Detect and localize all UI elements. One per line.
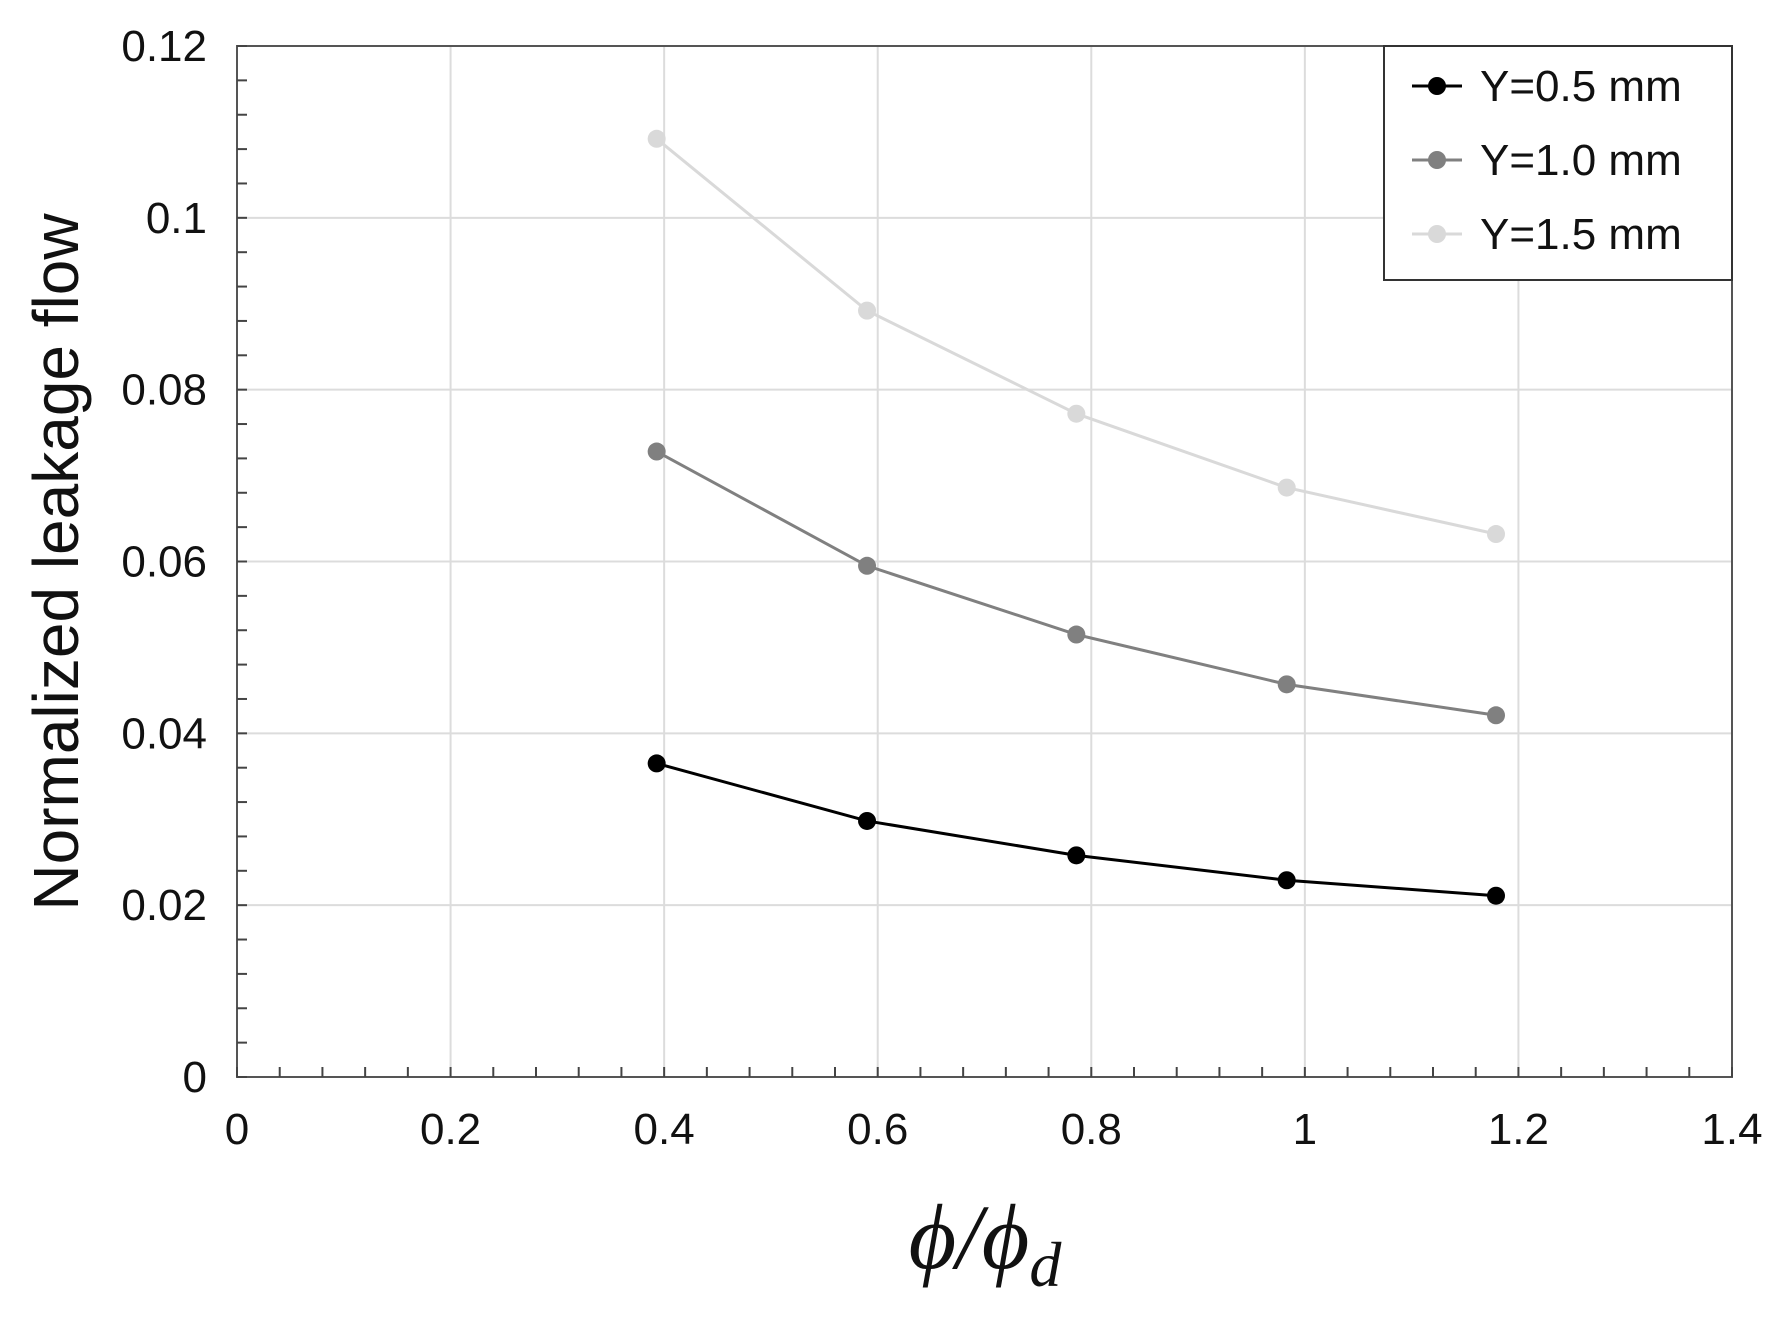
legend-swatch-marker-y-0-5-mm [1428, 77, 1446, 95]
x-axis-label: ϕ/ϕd [909, 1186, 1063, 1300]
data-point-y-0-5-mm [647, 754, 666, 773]
legend: Y=0.5 mm Y=1.0 mm Y=1.5 mm [1383, 45, 1733, 281]
x-tick-label: 1.4 [1701, 1105, 1762, 1154]
x-axis-label-subscript: d [1029, 1229, 1062, 1300]
legend-label-y-0-5-mm: Y=0.5 mm [1480, 62, 1682, 111]
series-line-y-1-0-mm [655, 450, 1497, 717]
data-point-y-1-5-mm [1277, 478, 1296, 497]
y-tick-label: 0.12 [121, 22, 207, 71]
y-tick-labels: 0 0.02 0.04 0.06 0.08 0.1 0.12 [121, 22, 207, 1102]
data-point-y-0-5-mm [1277, 871, 1296, 890]
data-point-y-1-0-mm [1067, 625, 1086, 644]
data-point-y-1-0-mm [647, 442, 666, 461]
data-point-y-1-5-mm [1487, 525, 1506, 544]
series-line-y-0-5-mm [656, 761, 1497, 898]
legend-label-y-1-5-mm: Y=1.5 mm [1480, 210, 1682, 259]
y-tick-label: 0.04 [121, 709, 207, 758]
legend-swatch-marker-y-1-0-mm [1428, 151, 1446, 169]
x-tick-label: 0 [225, 1105, 249, 1154]
data-point-y-0-5-mm [1487, 886, 1506, 905]
x-axis-label-main: ϕ/ϕ [909, 1186, 1030, 1288]
x-tick-label: 1 [1293, 1105, 1317, 1154]
x-tick-label: 0.4 [634, 1105, 695, 1154]
y-tick-label: 0.06 [121, 538, 207, 587]
legend-swatch-marker-y-1-5-mm [1428, 225, 1446, 243]
data-point-y-1-5-mm [647, 129, 666, 148]
x-tick-label: 0.2 [420, 1105, 481, 1154]
y-tick-label: 0 [183, 1053, 207, 1102]
data-point-y-0-5-mm [1067, 846, 1086, 865]
x-tick-label: 0.6 [847, 1105, 908, 1154]
y-tick-label: 0.1 [146, 194, 207, 243]
series-line-y-1-5-mm [655, 137, 1497, 536]
data-point-y-1-0-mm [1487, 706, 1506, 725]
y-tick-label: 0.08 [121, 366, 207, 415]
series-layer [647, 129, 1506, 905]
legend-label-y-1-0-mm: Y=1.0 mm [1480, 136, 1682, 185]
x-tick-label: 1.2 [1488, 1105, 1549, 1154]
y-axis-label: Normalized leakage flow [20, 213, 92, 911]
y-tick-label: 0.02 [121, 881, 207, 930]
data-point-y-1-5-mm [858, 301, 877, 320]
x-tick-labels: 0 0.2 0.4 0.6 0.8 1 1.2 1.4 [225, 1105, 1763, 1154]
data-point-y-1-5-mm [1067, 404, 1086, 423]
data-point-y-1-0-mm [1277, 675, 1296, 694]
minor-ticks [236, 45, 1733, 1078]
data-point-y-1-0-mm [858, 556, 877, 575]
data-point-y-0-5-mm [858, 811, 877, 830]
x-tick-label: 0.8 [1061, 1105, 1122, 1154]
